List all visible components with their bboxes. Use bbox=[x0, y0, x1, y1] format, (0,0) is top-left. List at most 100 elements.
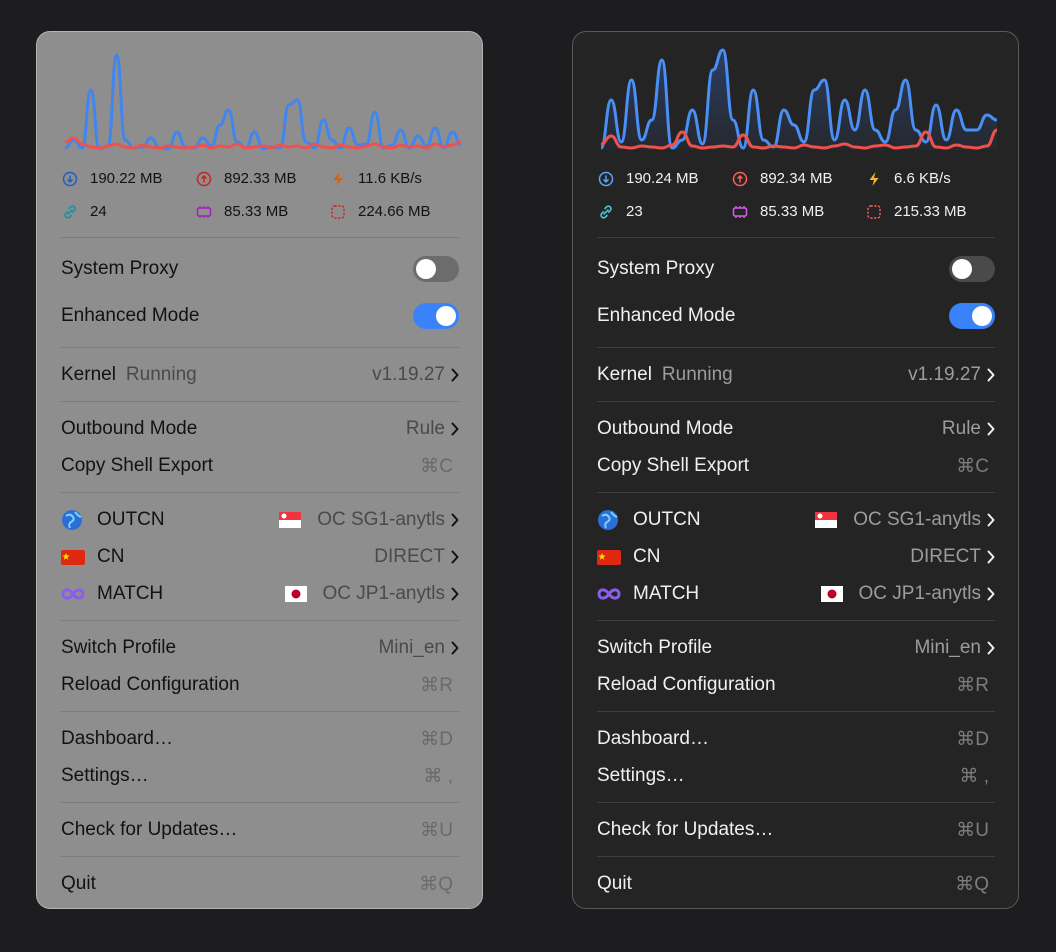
separator bbox=[61, 620, 459, 621]
item-left: Check for Updates… bbox=[597, 819, 773, 841]
menu-item[interactable]: Reload Configuration ⌘R bbox=[597, 670, 995, 700]
stat-icon bbox=[600, 205, 612, 219]
stat-value: 215.33 MB bbox=[894, 203, 967, 220]
menu-item[interactable]: Reload Configuration ⌘R bbox=[61, 670, 459, 700]
separator bbox=[597, 620, 995, 621]
item-right: Rule bbox=[942, 418, 995, 440]
toggle-switch[interactable] bbox=[949, 303, 995, 329]
stat-value: 85.33 MB bbox=[224, 203, 289, 220]
item-left: Outbound Mode bbox=[61, 418, 197, 440]
toggle-label: Enhanced Mode bbox=[597, 305, 736, 326]
separator bbox=[597, 401, 995, 402]
item-left: Reload Configuration bbox=[61, 674, 240, 696]
stat-value: 6.6 KB/s bbox=[894, 170, 951, 187]
item-shortcut: ⌘R bbox=[420, 674, 453, 696]
stat-icon bbox=[732, 206, 748, 218]
toggle-switch[interactable] bbox=[413, 256, 459, 282]
menu-item[interactable]: Quit ⌘Q bbox=[597, 869, 995, 899]
menu-item[interactable]: Settings… ⌘ , bbox=[597, 761, 995, 791]
menu-item[interactable]: Switch Profile Mini_en bbox=[597, 633, 995, 663]
toggle-switch[interactable] bbox=[949, 256, 995, 282]
item-label: Dashboard… bbox=[597, 728, 709, 749]
item-right: DIRECT bbox=[374, 546, 459, 568]
item-left: Quit bbox=[61, 873, 96, 895]
menu-item[interactable]: Check for Updates… ⌘U bbox=[597, 815, 995, 845]
item-left: CN bbox=[597, 546, 660, 568]
item-shortcut: ⌘Q bbox=[955, 873, 989, 895]
item-label: OUTCN bbox=[633, 509, 701, 530]
item-left: Copy Shell Export bbox=[597, 455, 749, 477]
menu-item[interactable]: CN DIRECT bbox=[597, 542, 995, 572]
item-label: Reload Configuration bbox=[597, 674, 776, 695]
item-shortcut: ⌘D bbox=[420, 728, 453, 750]
toggle-row: Enhanced Mode bbox=[61, 301, 459, 331]
toggle-row: System Proxy bbox=[597, 254, 995, 284]
menu-item[interactable]: MATCH OC JP1-anytls bbox=[597, 579, 995, 609]
menu-item[interactable]: Switch Profile Mini_en bbox=[61, 633, 459, 663]
kernel-row[interactable]: Kernel Running v1.19.27 bbox=[597, 360, 995, 390]
item-value: OC SG1-anytls bbox=[317, 509, 445, 530]
menu-item[interactable]: Outbound Mode Rule bbox=[597, 414, 995, 444]
item-left: Outbound Mode bbox=[597, 418, 733, 440]
toggle-knob bbox=[436, 306, 456, 326]
menu-panel-light: 190.22 MB 892.33 MB 11.6 KB/s 24 85.33 MB 224… bbox=[36, 31, 483, 909]
stat-icon bbox=[196, 171, 212, 187]
separator bbox=[597, 711, 995, 712]
item-label: Settings… bbox=[61, 765, 149, 786]
menu-item[interactable]: Check for Updates… ⌘U bbox=[61, 815, 459, 845]
item-value: OC JP1-anytls bbox=[322, 583, 445, 604]
chevron bbox=[987, 550, 995, 564]
item-shortcut: ⌘C bbox=[956, 455, 989, 477]
separator bbox=[597, 492, 995, 493]
menu-item[interactable]: OUTCN OC SG1-anytls bbox=[61, 505, 459, 535]
chevron bbox=[987, 422, 995, 436]
chevron bbox=[987, 368, 995, 382]
menu-item[interactable]: OUTCN OC SG1-anytls bbox=[597, 505, 995, 535]
item-shortcut: ⌘U bbox=[420, 819, 453, 841]
item-label: Switch Profile bbox=[61, 637, 177, 658]
chevron bbox=[451, 422, 459, 436]
kernel-status: Running bbox=[125, 364, 197, 385]
toggle-row: Enhanced Mode bbox=[597, 301, 995, 331]
menu-item[interactable]: Settings… ⌘ , bbox=[61, 761, 459, 791]
stat-icon bbox=[867, 205, 881, 219]
menu-item[interactable]: CN DIRECT bbox=[61, 542, 459, 572]
kernel-left: Kernel Running bbox=[61, 364, 197, 386]
menu-item[interactable]: Outbound Mode Rule bbox=[61, 414, 459, 444]
menu-item[interactable]: MATCH OC JP1-anytls bbox=[61, 579, 459, 609]
kernel-row[interactable]: Kernel Running v1.19.27 bbox=[61, 360, 459, 390]
item-label: Check for Updates… bbox=[61, 819, 238, 840]
stat-icon bbox=[598, 171, 614, 187]
item-label: OUTCN bbox=[97, 509, 165, 530]
item-label: Check for Updates… bbox=[597, 819, 774, 840]
item-value: Mini_en bbox=[378, 637, 445, 658]
item-left: Switch Profile bbox=[597, 637, 712, 659]
stat-icon bbox=[333, 172, 343, 186]
menu-item[interactable]: Copy Shell Export ⌘C bbox=[61, 451, 459, 481]
item-left: MATCH bbox=[597, 583, 699, 605]
toggle-knob bbox=[416, 259, 436, 279]
flag-icon bbox=[284, 586, 307, 602]
separator bbox=[597, 237, 995, 238]
item-left: MATCH bbox=[61, 583, 163, 605]
menu-item[interactable]: Copy Shell Export ⌘C bbox=[597, 451, 995, 481]
menu-panel-dark: 190.24 MB 892.34 MB 6.6 KB/s 23 85.33 MB 215.… bbox=[572, 31, 1019, 909]
stat-value: 23 bbox=[626, 203, 643, 220]
stat-value: 24 bbox=[90, 203, 107, 220]
item-left: Switch Profile bbox=[61, 637, 176, 659]
toggle-switch[interactable] bbox=[413, 303, 459, 329]
item-right: Rule bbox=[406, 418, 459, 440]
item-label: Quit bbox=[597, 873, 632, 894]
menu-item[interactable]: Quit ⌘Q bbox=[61, 869, 459, 899]
kernel-label: Kernel bbox=[61, 364, 116, 385]
item-right: OC SG1-anytls bbox=[815, 509, 995, 531]
item-label: CN bbox=[97, 546, 125, 567]
item-value: OC SG1-anytls bbox=[853, 509, 981, 530]
item-label: Switch Profile bbox=[597, 637, 713, 658]
separator bbox=[597, 802, 995, 803]
item-right: OC SG1-anytls bbox=[279, 509, 459, 531]
menu-item[interactable]: Dashboard… ⌘D bbox=[61, 724, 459, 754]
separator bbox=[61, 237, 459, 238]
item-left: OUTCN bbox=[61, 509, 165, 531]
menu-item[interactable]: Dashboard… ⌘D bbox=[597, 724, 995, 754]
